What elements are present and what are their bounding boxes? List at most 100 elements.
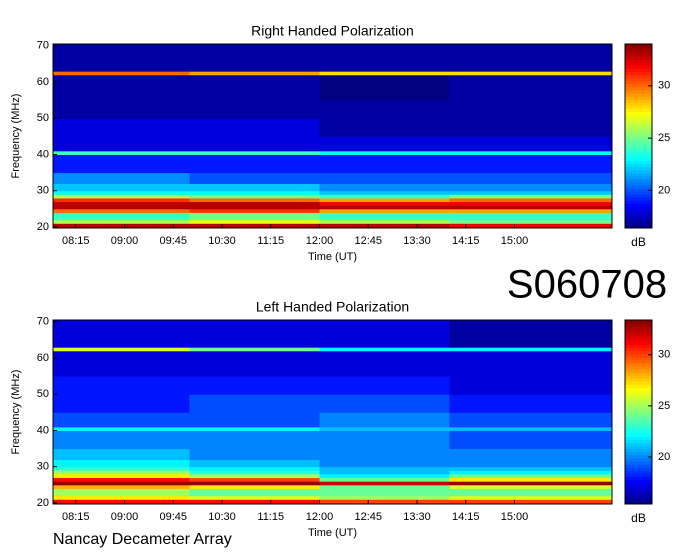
heat-cell <box>189 459 320 468</box>
heat-cell <box>53 499 190 505</box>
heat-cell <box>189 194 320 199</box>
heat-cell <box>53 495 190 500</box>
colorbar-step <box>625 442 652 447</box>
heat-cell <box>449 154 613 174</box>
colorbar-step <box>625 359 652 364</box>
heat-cell <box>189 212 320 221</box>
colorbar-step <box>625 497 652 502</box>
heat-cell <box>189 466 320 471</box>
heat-cell <box>449 201 613 206</box>
heat-cell <box>319 208 450 213</box>
heat-cell <box>319 466 450 471</box>
colorbar-step <box>625 65 652 70</box>
colorbar-step <box>625 421 652 425</box>
heat-cell <box>53 394 190 413</box>
colorbar-step <box>625 467 652 471</box>
heat-cell <box>319 219 450 224</box>
colorbar-step <box>625 96 652 100</box>
x-tick-label: 10:30 <box>208 511 236 523</box>
colorbar-step <box>625 59 652 63</box>
colorbar-step <box>625 427 652 431</box>
heat-cell <box>319 205 450 210</box>
heat-cell <box>319 430 450 450</box>
colorbar-step <box>625 166 652 171</box>
colorbar-step <box>625 424 652 428</box>
colorbar-step <box>625 99 652 103</box>
colorbar-step <box>625 53 652 57</box>
heat-cell <box>53 466 190 471</box>
colorbar-step <box>625 175 652 180</box>
colorbar-step <box>625 154 652 158</box>
heat-cell <box>53 488 190 497</box>
heat-cell <box>449 350 613 377</box>
plot-frame <box>52 319 613 505</box>
colorbar-step <box>625 203 652 208</box>
heat-cell <box>53 190 190 195</box>
chart-title: Right Handed Polarization <box>251 23 414 39</box>
heat-cell <box>319 197 450 203</box>
colorbar-tick-label: 30 <box>658 349 670 361</box>
heat-cell <box>449 394 613 413</box>
colorbar-tick-label: 20 <box>658 184 670 196</box>
colorbar-step <box>625 473 652 477</box>
x-tick-label: 14:15 <box>452 511 480 523</box>
heat-cell <box>189 208 320 213</box>
heat-cell <box>53 430 190 450</box>
y-axis-label: Frequency (MHz) <box>10 94 22 179</box>
y-tick-label: 40 <box>37 148 49 160</box>
heat-cell <box>319 426 450 431</box>
heat-cell <box>319 350 450 377</box>
y-tick-label: 50 <box>37 112 49 124</box>
heat-cell <box>189 205 320 210</box>
colorbar-step <box>625 145 652 149</box>
colorbar-step <box>625 350 652 355</box>
colorbar-step <box>625 56 652 60</box>
colorbar-step <box>625 77 652 82</box>
heat-cell <box>53 470 190 475</box>
heat-cell <box>449 100 613 119</box>
colorbar-step <box>625 221 652 226</box>
heat-cell <box>189 197 320 203</box>
colorbar-step <box>625 108 652 112</box>
y-tick-label: 20 <box>37 497 49 509</box>
heat-cell <box>189 470 320 475</box>
colorbar-step <box>625 320 652 324</box>
heat-cell <box>319 470 450 475</box>
heat-cell <box>449 197 613 203</box>
x-tick-label: 11:15 <box>257 511 284 523</box>
heat-cell <box>53 448 190 460</box>
colorbar-step <box>625 178 652 183</box>
heat-cell <box>53 459 190 468</box>
colorbar-step <box>625 372 652 376</box>
colorbar-step <box>625 157 652 162</box>
heat-cell <box>53 74 190 101</box>
colorbar-step <box>625 163 652 168</box>
colorbar-step <box>625 436 652 441</box>
y-tick-label: 60 <box>37 352 49 364</box>
heat-cell <box>189 430 320 450</box>
heat-cell <box>189 201 320 206</box>
heat-cell <box>319 44 450 72</box>
colorbar-step <box>625 491 652 496</box>
colorbar-step <box>625 132 652 137</box>
heat-cell <box>189 495 320 500</box>
colorbar-step <box>625 464 652 468</box>
colorbar-step <box>625 439 652 444</box>
heat-cell <box>189 100 320 119</box>
heat-cell <box>53 205 190 210</box>
colorbar-step <box>625 86 652 91</box>
colorbar-step <box>625 160 652 165</box>
colorbar-step <box>625 126 652 131</box>
heat-cell <box>189 172 320 184</box>
colorbar-label: dB <box>631 235 646 249</box>
heat-cell <box>319 136 450 152</box>
heat-cell <box>189 376 320 395</box>
heat-cell <box>189 473 320 479</box>
colorbar-step <box>625 448 652 453</box>
heat-cell <box>449 194 613 199</box>
heat-cell <box>449 481 613 486</box>
heat-cell <box>189 484 320 489</box>
colorbar-step <box>625 218 652 223</box>
chart-title: Left Handed Polarization <box>256 299 409 315</box>
